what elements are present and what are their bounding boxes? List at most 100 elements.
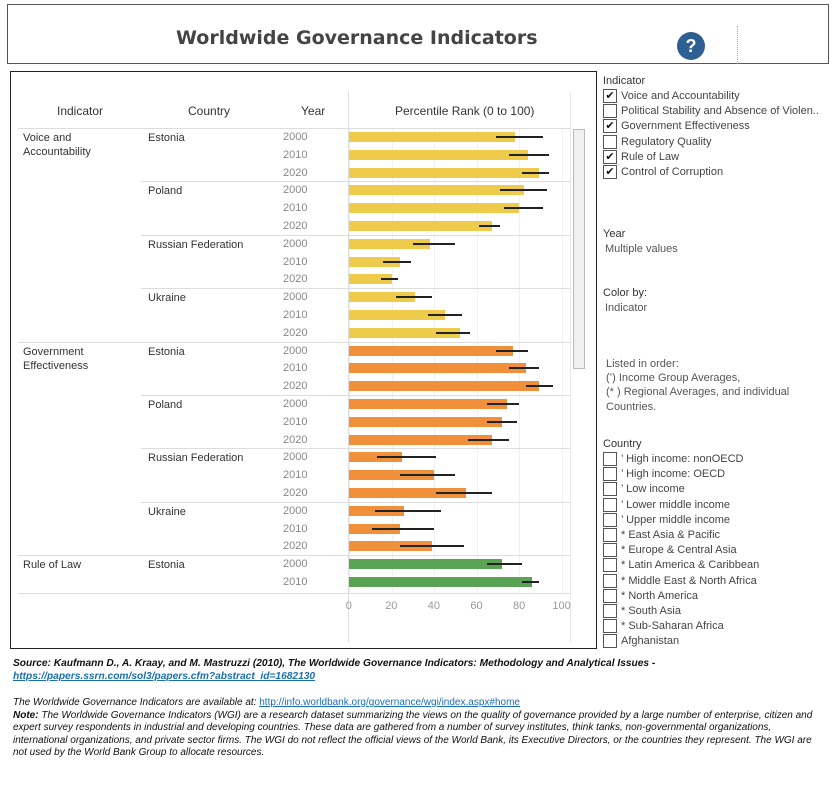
- order-note-line3: (* ) Regional Averages, and individual: [606, 386, 790, 398]
- data-bar[interactable]: [349, 559, 503, 570]
- data-bar[interactable]: [349, 203, 520, 214]
- header-year[interactable]: Year: [301, 104, 326, 118]
- header-country[interactable]: Country: [188, 104, 231, 118]
- availability-link[interactable]: http://info.worldbank.org/governance/wgi…: [259, 697, 520, 708]
- country-option-label[interactable]: * Sub-Saharan Africa: [621, 620, 724, 633]
- indicator-option-label[interactable]: Government Effectiveness: [621, 120, 750, 133]
- country-option-label[interactable]: ’ Lower middle income: [621, 498, 731, 511]
- country-label[interactable]: Poland: [148, 399, 183, 411]
- country-option-checkbox[interactable]: [603, 528, 617, 542]
- indicator-option-label[interactable]: Voice and Accountability: [621, 90, 740, 102]
- country-option-label[interactable]: * North America: [621, 589, 699, 602]
- country-option-label[interactable]: * South Asia: [621, 605, 681, 617]
- country-option-checkbox[interactable]: [603, 634, 617, 649]
- indicator-option-checkbox[interactable]: [603, 134, 617, 149]
- indicator-option-label[interactable]: Rule of Law: [621, 150, 680, 163]
- data-bar[interactable]: [349, 327, 460, 338]
- indicator-label[interactable]: Government Effectiveness: [23, 345, 89, 372]
- data-bar[interactable]: [349, 488, 467, 498]
- group-separator: [141, 288, 570, 290]
- header-percentile-rank[interactable]: Percentile Rank (0 to 100): [395, 104, 535, 118]
- country-option-label[interactable]: * Latin America & Caribbean: [621, 559, 760, 572]
- data-bar[interactable]: [349, 274, 392, 285]
- country-label[interactable]: Estonia: [148, 132, 185, 144]
- country-option-label[interactable]: ’ High income: nonOECD: [621, 453, 744, 465]
- year-filter-value[interactable]: Multiple values: [605, 243, 678, 255]
- data-bar[interactable]: [349, 185, 524, 196]
- country-option-label[interactable]: Afghanistan: [621, 635, 680, 648]
- data-bar[interactable]: [349, 381, 539, 392]
- error-bar: [374, 509, 441, 512]
- country-option-checkbox[interactable]: [603, 512, 617, 527]
- country-option-checkbox[interactable]: [603, 482, 617, 497]
- country-option-checkbox[interactable]: [603, 573, 617, 588]
- header-indicator[interactable]: Indicator: [57, 104, 104, 118]
- country-option-label[interactable]: ’ Low income: [621, 483, 685, 496]
- data-bar[interactable]: [349, 167, 539, 178]
- country-option-label[interactable]: ’ High income: OECD: [621, 468, 726, 481]
- data-bar[interactable]: [349, 310, 445, 320]
- data-bar[interactable]: [349, 221, 492, 231]
- indicator-option-label[interactable]: Regulatory Quality: [621, 135, 712, 148]
- year-label: 2000: [283, 504, 308, 517]
- country-label[interactable]: Estonia: [148, 345, 185, 358]
- data-bar[interactable]: [349, 452, 403, 463]
- data-bar[interactable]: [349, 416, 503, 427]
- x-tick-label: 40: [427, 600, 441, 612]
- country-option-label[interactable]: ’ Upper middle income: [621, 513, 731, 526]
- group-separator: [141, 234, 570, 236]
- country-label[interactable]: Russian Federation: [148, 452, 244, 465]
- chart-scrollbar[interactable]: [573, 129, 585, 369]
- help-icon[interactable]: ?: [677, 32, 705, 60]
- data-bar[interactable]: [349, 399, 507, 409]
- source-link[interactable]: https://papers.ssrn.com/sol3/papers.cfm?…: [13, 671, 316, 682]
- data-bar[interactable]: [349, 577, 533, 587]
- chart-divider: [348, 92, 349, 642]
- country-option-checkbox[interactable]: [603, 452, 617, 466]
- country-label[interactable]: Estonia: [148, 559, 185, 572]
- error-bar: [468, 438, 509, 441]
- data-bar[interactable]: [349, 363, 526, 374]
- gridline: [562, 129, 563, 594]
- country-option-checkbox[interactable]: [603, 619, 617, 634]
- country-label[interactable]: Russian Federation: [148, 238, 244, 251]
- data-bar[interactable]: [349, 345, 513, 356]
- data-bar[interactable]: [349, 541, 433, 552]
- country-option-checkbox[interactable]: [603, 497, 617, 512]
- country-option-checkbox[interactable]: [603, 543, 617, 558]
- indicator-option-checkbox[interactable]: ✔: [603, 149, 617, 164]
- data-bar[interactable]: [349, 292, 416, 303]
- country-label[interactable]: Poland: [148, 185, 183, 198]
- data-bar[interactable]: [349, 256, 401, 267]
- indicator-label[interactable]: Rule of Law: [23, 559, 82, 572]
- error-bar: [504, 207, 543, 210]
- data-bar[interactable]: [349, 132, 516, 142]
- indicator-option-checkbox[interactable]: ✔: [603, 89, 617, 103]
- country-option-label[interactable]: * Middle East & North Africa: [621, 574, 757, 587]
- year-label: 2000: [283, 344, 308, 357]
- country-label[interactable]: Ukraine: [148, 292, 186, 305]
- indicator-label[interactable]: Voice and Accountability: [23, 132, 91, 158]
- error-bar: [395, 296, 433, 299]
- data-bar[interactable]: [349, 238, 430, 249]
- color-by-value[interactable]: Indicator: [605, 302, 648, 314]
- year-label: 2020: [283, 326, 308, 339]
- data-bar[interactable]: [349, 434, 492, 445]
- country-option-checkbox[interactable]: [603, 558, 617, 573]
- country-option-checkbox[interactable]: [603, 588, 617, 603]
- indicator-option-label[interactable]: Control of Corruption: [621, 166, 724, 178]
- indicator-option-label[interactable]: Political Stability and Absence of Viole…: [621, 105, 819, 118]
- country-option-checkbox[interactable]: [603, 467, 617, 482]
- country-option-label[interactable]: * Europe & Central Asia: [621, 544, 737, 557]
- country-label[interactable]: Ukraine: [148, 505, 186, 518]
- error-bar: [487, 563, 522, 566]
- indicator-option-checkbox[interactable]: ✔: [603, 119, 617, 134]
- indicator-option-checkbox[interactable]: ✔: [603, 165, 617, 179]
- country-option-label[interactable]: * East Asia & Pacific: [621, 529, 721, 541]
- data-bar[interactable]: [349, 149, 528, 160]
- country-option-checkbox[interactable]: [603, 604, 617, 618]
- year-label: 2020: [283, 487, 308, 499]
- order-note-line4: Countries.: [606, 401, 657, 413]
- data-bar[interactable]: [349, 470, 435, 481]
- indicator-option-checkbox[interactable]: [603, 104, 617, 119]
